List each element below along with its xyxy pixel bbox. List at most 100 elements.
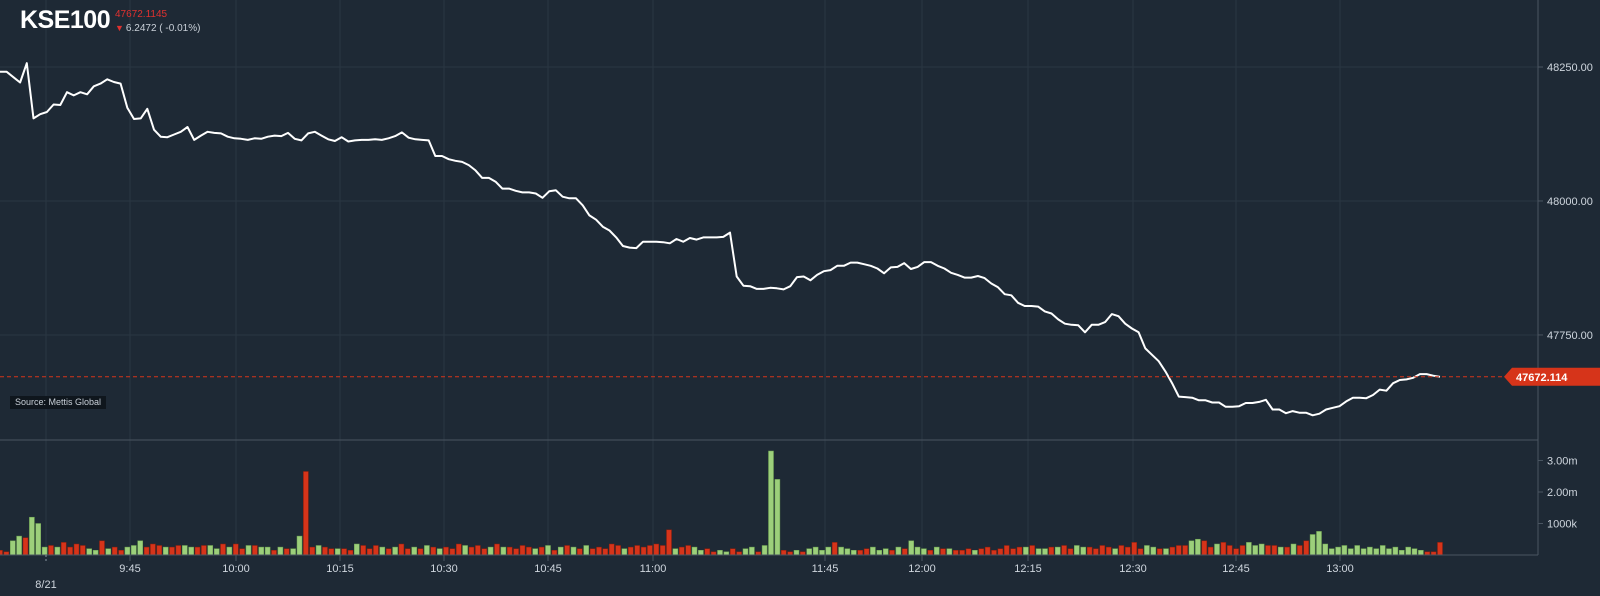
volume-bar: [290, 548, 296, 556]
volume-bar: [1195, 538, 1201, 556]
volume-bar: [283, 548, 290, 556]
volume-bar: [774, 479, 781, 556]
volume-bar: [519, 545, 526, 556]
volume-bar: [366, 548, 373, 556]
volume-bar: [1035, 548, 1042, 556]
volume-bar: [730, 548, 736, 556]
volume-bar: [1316, 531, 1322, 556]
volume-bar: [921, 548, 927, 556]
volume-bar: [1379, 545, 1386, 556]
volume-bar: [1411, 548, 1418, 556]
volume-bar: [768, 450, 774, 556]
volume-bar: [328, 548, 335, 556]
volume-bar: [812, 546, 819, 556]
volume-bar: [698, 550, 704, 556]
volume-bar: [577, 548, 583, 556]
volume-bar: [831, 542, 838, 556]
volume-bar: [111, 546, 118, 556]
volume-bar: [532, 548, 538, 556]
volume-bar: [1252, 545, 1258, 556]
volume-bar: [1226, 545, 1233, 556]
volume-bar: [889, 550, 895, 556]
volume-bar: [1131, 542, 1137, 556]
time-tick-label: 10:30: [430, 563, 458, 575]
time-tick-label: 11:45: [812, 563, 839, 575]
volume-bar: [1176, 545, 1182, 556]
volume-bar: [392, 546, 398, 556]
volume-bar: [602, 548, 609, 556]
volume-bar: [991, 550, 997, 556]
volume-bar: [60, 542, 67, 556]
volume-bar: [1239, 545, 1246, 556]
volume-bar: [953, 550, 959, 556]
time-tick-label: 10:45: [534, 563, 562, 575]
volume-bar: [156, 545, 163, 556]
volume-bar: [220, 543, 226, 556]
volume-bar: [1156, 548, 1163, 556]
volume-bar: [640, 546, 647, 556]
volume-bar: [0, 550, 3, 556]
volume-bar: [564, 545, 570, 556]
volume-bar: [1392, 546, 1399, 556]
volume-bar: [315, 545, 322, 556]
volume-bar: [653, 543, 660, 556]
volume-bar: [793, 550, 800, 556]
volume-bar: [1029, 545, 1035, 556]
volume-bar: [1003, 545, 1010, 556]
volume-bar: [405, 548, 411, 556]
volume-bar: [628, 546, 634, 556]
gridlines: [0, 0, 1538, 555]
last-price-tag: [1504, 367, 1600, 386]
volume-bar: [882, 548, 889, 556]
price-tick-label: 48000.00: [1547, 196, 1593, 208]
volume-bar: [1061, 545, 1067, 556]
ticker-symbol: KSE100: [20, 6, 111, 34]
volume-bar: [1023, 546, 1029, 556]
volume-bar: [207, 545, 214, 556]
volume-bar: [456, 543, 462, 556]
volume-bar: [761, 545, 768, 556]
volume-bar: [863, 548, 870, 556]
volume-bar: [1048, 546, 1055, 556]
volume-bar: [411, 546, 417, 556]
volume-bar: [780, 550, 787, 556]
volume-bar: [1297, 545, 1303, 556]
volume-bar: [1399, 550, 1405, 556]
volume-bar: [1169, 546, 1176, 556]
volume-bar: [1016, 546, 1023, 556]
volume-bar: [513, 548, 519, 556]
volume-bar: [959, 550, 965, 556]
change-text: 6.2472 ( -0.01%): [125, 23, 201, 34]
volume-bar: [1074, 545, 1080, 556]
volume-bar: [354, 543, 360, 556]
volume-bar: [1437, 542, 1443, 556]
volume-tick-label: 2.00m: [1547, 487, 1578, 499]
volume-bar: [1214, 543, 1220, 556]
volume-bar: [1373, 548, 1380, 556]
volume-bar: [1067, 548, 1074, 556]
volume-bar: [1080, 546, 1086, 556]
volume-bar: [1290, 543, 1297, 556]
volume-bar: [500, 546, 507, 556]
volume-bar: [35, 523, 41, 556]
volume-bar: [659, 545, 666, 556]
volume-bar: [825, 546, 832, 556]
volume-bar: [570, 546, 577, 556]
time-tick-label: 10:15: [326, 563, 354, 575]
volume-bar: [742, 548, 749, 556]
volume-bar: [1125, 546, 1131, 556]
volume-bar: [239, 548, 245, 556]
volume-bar: [131, 545, 137, 556]
volume-bar: [48, 545, 54, 556]
volume-bar: [462, 545, 468, 556]
volume-bar: [538, 546, 545, 556]
volume-bar: [666, 529, 672, 556]
volume-bar: [1137, 548, 1144, 556]
volume-bar: [309, 546, 315, 556]
volume-bar: [997, 548, 1004, 556]
volume-bar: [494, 543, 500, 556]
volume-bar: [717, 550, 723, 556]
volume-bar: [54, 546, 61, 556]
volume-bar: [557, 546, 564, 556]
